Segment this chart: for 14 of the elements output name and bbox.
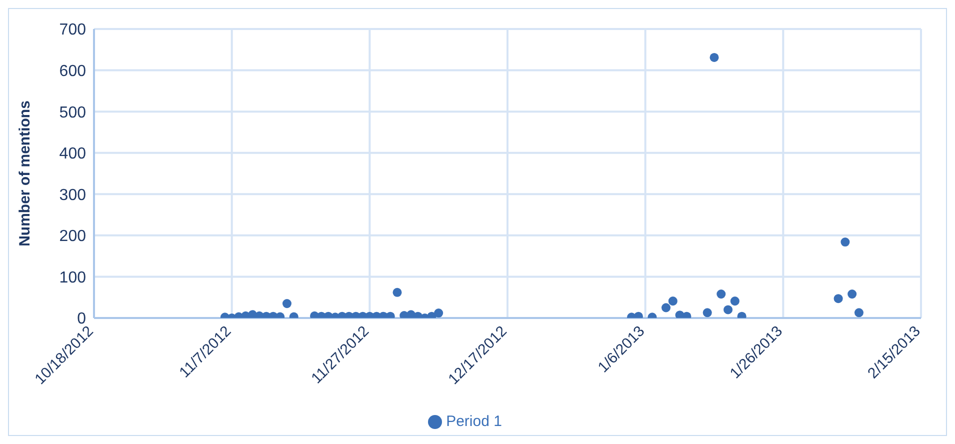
y-tick-label: 700 <box>59 22 86 39</box>
point <box>710 52 719 62</box>
point <box>724 305 733 314</box>
y-tick-label: 500 <box>59 104 86 122</box>
y-tick-label: 600 <box>59 62 86 80</box>
legend-label: Period 1 <box>446 413 502 430</box>
point <box>392 288 402 297</box>
y-tick-label: 200 <box>59 228 86 246</box>
y-tick-label: 400 <box>59 146 86 163</box>
point <box>840 238 850 247</box>
y-tick-label: 0 <box>77 310 86 328</box>
y-tick-label: 100 <box>59 269 86 286</box>
y-tick-label: 300 <box>59 186 86 204</box>
y-axis-title: Number of mentions <box>16 100 34 246</box>
